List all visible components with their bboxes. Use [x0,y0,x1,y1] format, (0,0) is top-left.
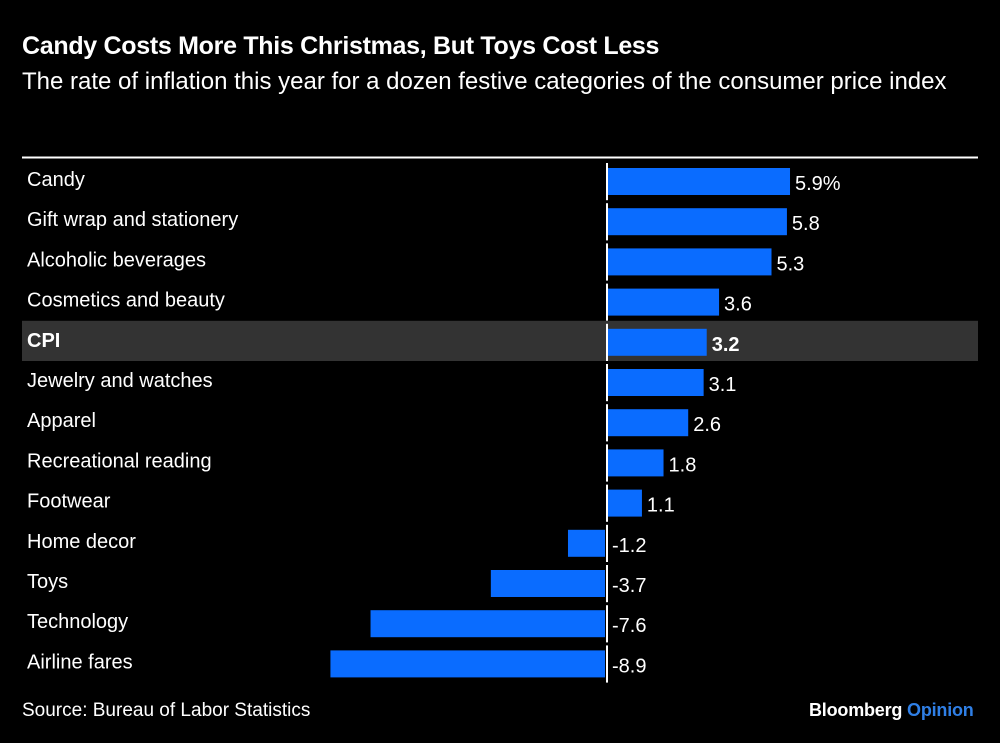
bar [608,208,787,236]
bar [330,650,605,678]
data-label: 2.6 [693,414,721,436]
category-label: Cosmetics and beauty [27,290,225,312]
chart-title: Candy Costs More This Christmas, But Toy… [22,32,660,60]
bar [608,328,707,356]
category-label: Home decor [27,531,136,553]
data-label: 1.1 [647,495,675,517]
data-label: 5.8 [792,213,820,235]
source-note: Source: Bureau of Labor Statistics [22,700,311,721]
data-label: -1.2 [612,535,646,557]
category-label: CPI [27,330,60,352]
data-label: 3.6 [724,294,752,316]
category-label: Jewelry and watches [27,370,213,392]
category-label: Apparel [27,410,96,432]
category-label: Gift wrap and stationery [27,209,238,231]
bar [608,288,720,316]
bar [370,610,605,638]
data-label: 5.3 [777,253,805,275]
category-label: Footwear [27,491,111,513]
category-label: Toys [27,571,68,593]
chart-subtitle: The rate of inflation this year for a do… [22,68,947,95]
bar [567,529,605,557]
highlight-row [22,320,978,361]
logo-section: Opinion [907,700,974,720]
data-label: 1.8 [669,454,697,476]
bar [608,449,664,477]
bar [608,369,704,396]
data-label: -8.9 [612,655,646,677]
bloomberg-opinion-logo: Bloomberg Opinion [809,700,974,721]
category-label: Alcoholic beverages [27,249,206,271]
logo-brand: Bloomberg [809,700,903,720]
category-label: Recreational reading [27,450,212,472]
data-label: -3.7 [612,575,646,597]
category-label: Technology [27,611,128,633]
bar [490,570,605,597]
bar [608,489,642,517]
bar [608,409,689,437]
bar [608,248,772,276]
data-label: 5.9% [795,173,841,195]
category-label: Candy [27,169,85,191]
data-label: 3.2 [712,334,740,356]
bar [608,168,791,195]
data-label: -7.6 [612,615,646,637]
data-label: 3.1 [709,374,737,396]
category-label: Airline fares [27,651,133,673]
